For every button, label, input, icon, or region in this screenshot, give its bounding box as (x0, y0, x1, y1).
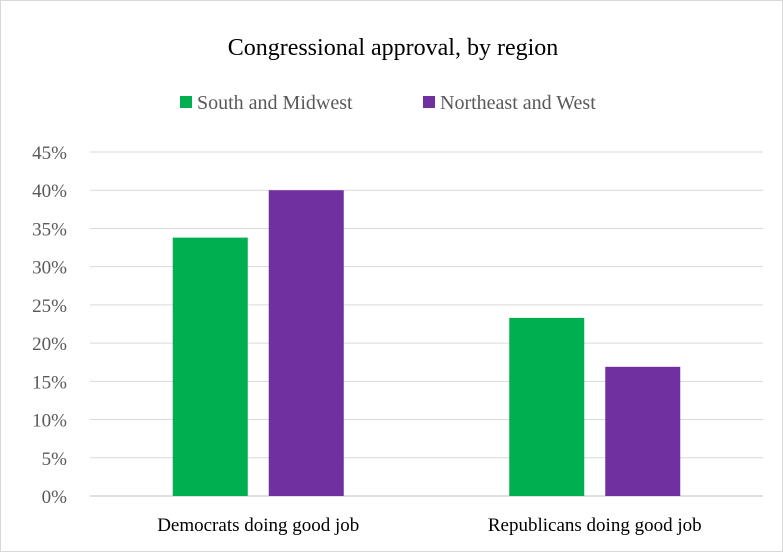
bar-northeast-west-republicans (605, 366, 681, 496)
y-tick-label: 30% (32, 258, 67, 279)
y-tick-label: 0% (42, 487, 68, 508)
legend: South and Midwest Northeast and West (180, 92, 596, 114)
y-tick-label: 15% (32, 372, 67, 393)
bars (172, 190, 681, 496)
y-tick-label: 35% (32, 219, 67, 240)
legend-swatch-northeast-west (423, 96, 435, 108)
legend-swatch-south-midwest (180, 96, 192, 108)
y-tick-label: 45% (32, 143, 67, 164)
bar-northeast-west-democrats (268, 190, 344, 496)
y-tick-label: 5% (42, 449, 68, 470)
bar-south-midwest-republicans (509, 317, 585, 496)
y-tick-label: 20% (32, 334, 67, 355)
y-axis: 0% 5% 10% 15% 20% 25% 30% 35% 40% 45% (32, 143, 67, 508)
x-axis: Democrats doing good job Republicans doin… (157, 515, 701, 536)
bar-south-midwest-democrats (172, 237, 248, 496)
x-category-label: Republicans doing good job (488, 515, 702, 536)
chart-title: Congressional approval, by region (228, 35, 559, 61)
legend-label: Northeast and West (440, 92, 596, 114)
y-tick-label: 25% (32, 296, 67, 317)
y-tick-label: 10% (32, 411, 67, 432)
y-tick-label: 40% (32, 181, 67, 202)
x-category-label: Democrats doing good job (157, 515, 359, 536)
legend-label: South and Midwest (197, 92, 353, 114)
